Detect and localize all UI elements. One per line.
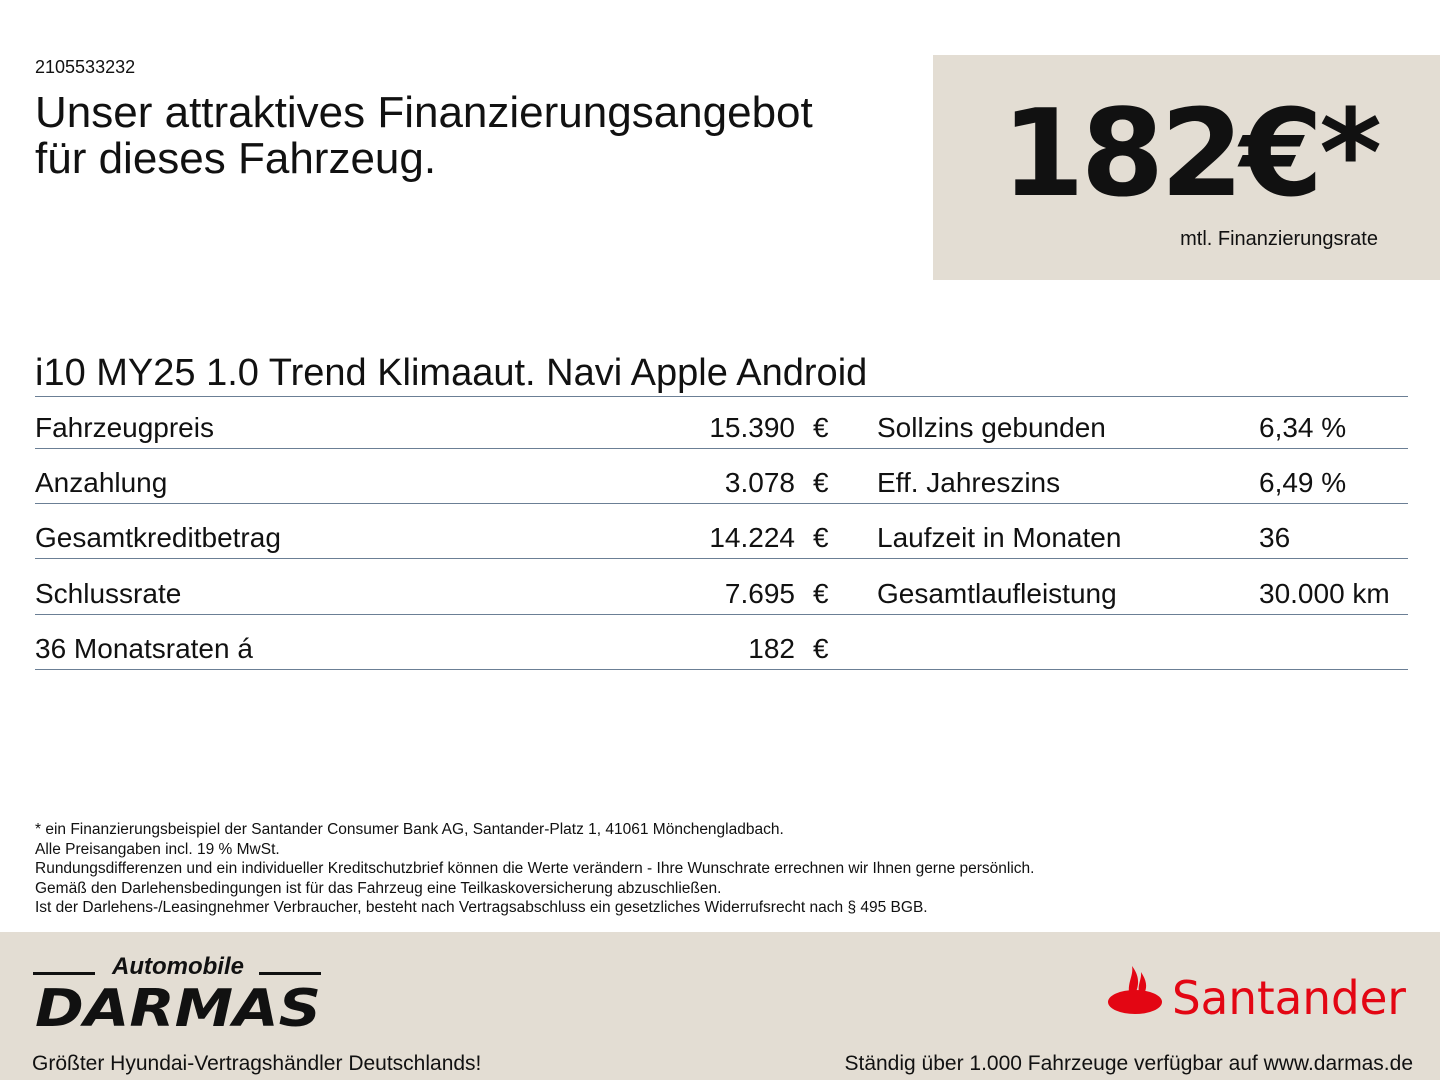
- table-row: Schlussrate 7.695 € Gesamtlaufleistung 30.00…: [35, 559, 1408, 615]
- headline-line: Unser attraktives Finanzierungsangebot: [35, 88, 813, 137]
- monthly-price: 182€*: [1001, 85, 1382, 224]
- footnote: Gemäß den Darlehensbedingungen ist für d…: [35, 879, 722, 897]
- headline-line: für dieses Fahrzeug.: [35, 134, 437, 183]
- stock-claim: Ständig über 1.000 Fahrzeuge verfügbar a…: [844, 1052, 1413, 1075]
- row-right-value: 6,34 %: [1259, 412, 1347, 443]
- footnote: * ein Finanzierungsbeispiel der Santande…: [35, 821, 784, 838]
- row-right-label: Sollzins gebunden: [877, 412, 1106, 443]
- monthly-price-label: mtl. Finanzierungsrate: [1180, 228, 1378, 250]
- footnote: Ist der Darlehens-/Leasingnehmer Verbrau…: [35, 899, 928, 916]
- row-currency: €: [813, 522, 829, 554]
- row-right-value: 30.000 km: [1259, 577, 1390, 609]
- flame-icon: [1108, 966, 1162, 1014]
- footnote: Rundungsdifferenzen und ein individuelle…: [35, 860, 1035, 877]
- row-value: 7.695: [724, 577, 795, 609]
- table-row: Fahrzeugpreis 15.390 € Sollzins gebunden 6,3…: [35, 393, 1408, 449]
- logo-top-text: Automobile: [111, 953, 244, 980]
- row-label: Schlussrate: [35, 577, 182, 609]
- offer-id: 2105533232: [35, 57, 136, 77]
- dealer-claim: Größter Hyundai-Vertragshändler Deutschl…: [32, 1052, 482, 1075]
- row-value: 14.224: [709, 522, 795, 554]
- row-currency: €: [813, 632, 829, 664]
- row-value: 3.078: [724, 467, 795, 499]
- row-currency: €: [813, 412, 829, 443]
- footnote: Alle Preisangaben incl. 19 % MwSt.: [35, 840, 280, 858]
- row-right-label: Laufzeit in Monaten: [877, 522, 1122, 554]
- vehicle-model: i10 MY25 1.0 Trend Klimaaut. Navi Apple …: [35, 350, 1408, 397]
- row-right-label: Gesamtlaufleistung: [877, 577, 1117, 609]
- row-label: Gesamtkreditbetrag: [35, 522, 281, 554]
- row-right-value: 36: [1259, 522, 1291, 554]
- row-currency: €: [813, 467, 829, 499]
- santander-logo: Santander: [1108, 966, 1406, 1022]
- logo-name-text: DARMAS: [35, 979, 321, 1032]
- page-title: Unser attraktives Finanzierungsangebot f…: [35, 90, 915, 182]
- price-box: 182€* mtl. Finanzierungsrate: [933, 55, 1440, 280]
- table-row: 36 Monatsraten á 182 €: [35, 614, 1408, 670]
- table-row: Anzahlung 3.078 € Eff. Jahreszins 6,49 %: [35, 448, 1408, 505]
- row-label: Fahrzeugpreis: [35, 412, 214, 443]
- row-label: Anzahlung: [35, 467, 168, 499]
- row-currency: €: [813, 577, 829, 609]
- row-value: 15.390: [709, 412, 795, 443]
- footer: Automobile DARMAS Größter Hyundai-Vertra…: [0, 932, 1440, 1080]
- row-label: 36 Monatsraten á: [35, 632, 253, 664]
- footnotes: * ein Finanzierungsbeispiel der Santande…: [35, 820, 1405, 918]
- row-right-label: Eff. Jahreszins: [877, 467, 1061, 499]
- row-right-value: 6,49 %: [1259, 467, 1347, 499]
- table-row: Gesamtkreditbetrag 14.224 € Laufzeit in Mon…: [35, 503, 1408, 560]
- darmas-logo: Automobile DARMAS: [33, 953, 321, 1032]
- row-value: 182: [748, 632, 795, 664]
- santander-text: Santander: [1172, 971, 1406, 1022]
